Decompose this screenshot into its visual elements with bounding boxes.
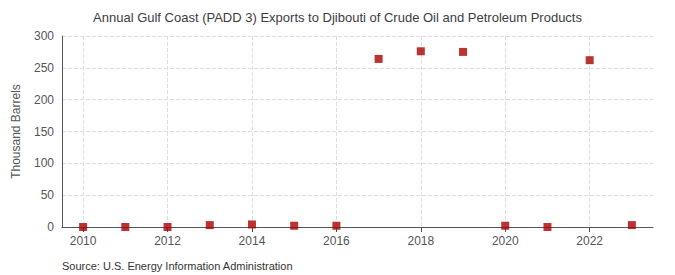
svg-text:2022: 2022 <box>576 234 603 248</box>
svg-text:150: 150 <box>34 125 54 139</box>
svg-text:100: 100 <box>34 156 54 170</box>
svg-text:300: 300 <box>34 29 54 43</box>
svg-text:2012: 2012 <box>154 234 181 248</box>
svg-text:50: 50 <box>41 188 55 202</box>
svg-text:Source: U.S. Energy Informatio: Source: U.S. Energy Information Administ… <box>62 260 293 272</box>
svg-text:200: 200 <box>34 93 54 107</box>
svg-text:2018: 2018 <box>407 234 434 248</box>
svg-text:2014: 2014 <box>239 234 266 248</box>
svg-text:2020: 2020 <box>492 234 519 248</box>
svg-text:Thousand Barrels: Thousand Barrels <box>9 84 23 179</box>
svg-text:2010: 2010 <box>70 234 97 248</box>
svg-text:2016: 2016 <box>323 234 350 248</box>
svg-text:Annual Gulf Coast (PADD 3) Exp: Annual Gulf Coast (PADD 3) Exports to Dj… <box>93 10 582 25</box>
svg-text:250: 250 <box>34 61 54 75</box>
svg-text:0: 0 <box>47 220 54 234</box>
